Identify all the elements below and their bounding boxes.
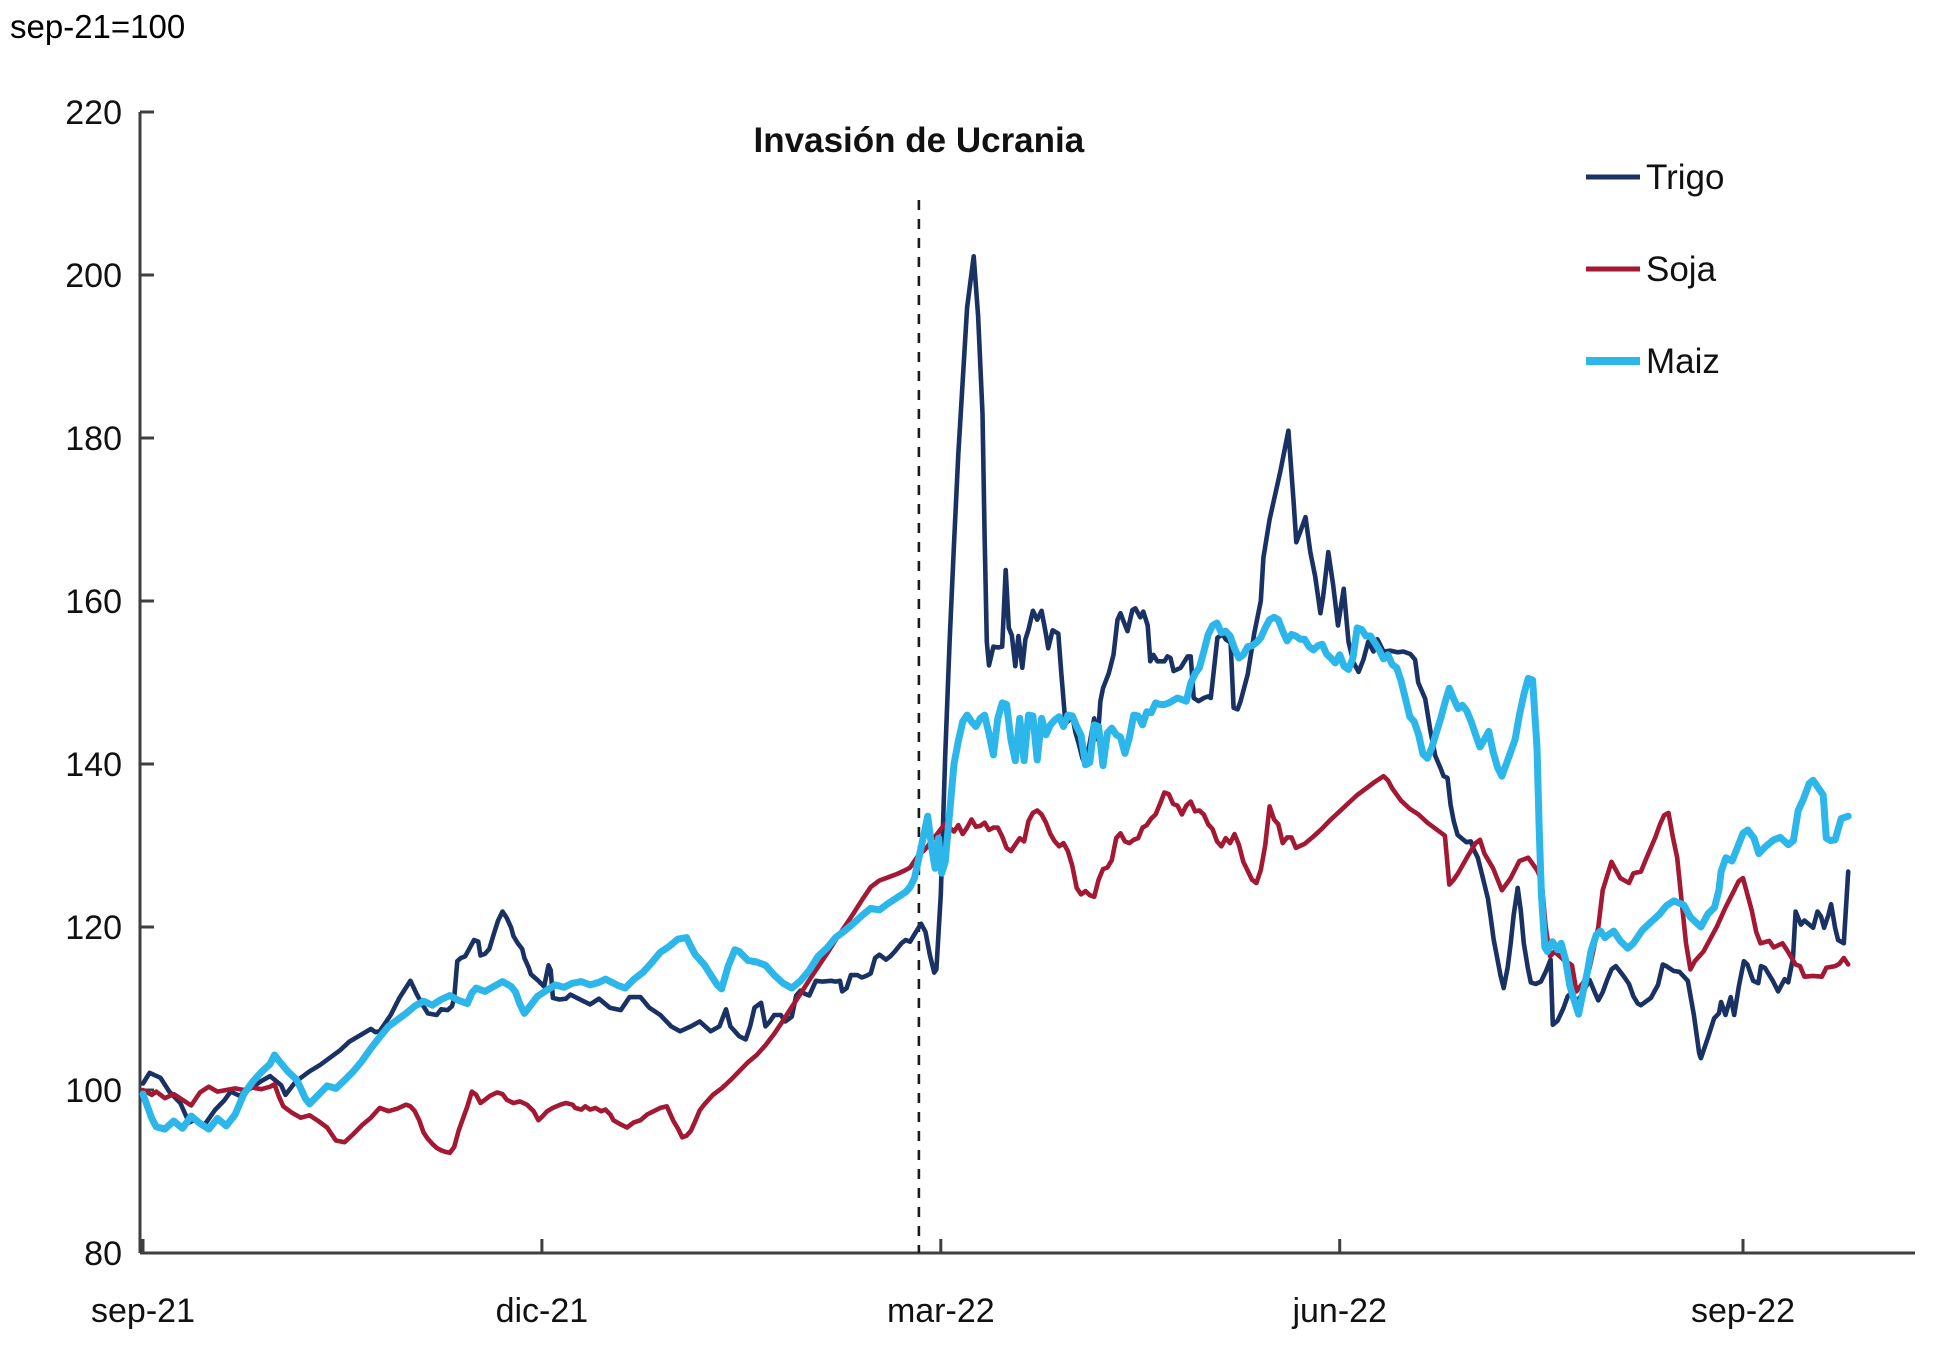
legend-label-soja: Soja	[1646, 250, 1717, 289]
x-tick-label: mar-22	[887, 1292, 995, 1330]
x-tick-label: sep-21	[91, 1292, 195, 1330]
y-tick-label: 120	[65, 909, 122, 947]
axis-unit-label: sep-21=100	[10, 8, 186, 45]
y-tick-label: 200	[65, 257, 122, 295]
y-tick-label: 140	[65, 746, 122, 784]
y-tick-label: 80	[84, 1235, 122, 1273]
y-tick-label: 100	[65, 1072, 122, 1110]
event-annotation: Invasión de Ucrania	[754, 121, 1085, 160]
y-tick-label: 220	[65, 94, 122, 132]
series-line-trigo	[140, 253, 1851, 1128]
y-tick-label: 160	[65, 583, 122, 621]
series-line-maiz	[139, 613, 1852, 1133]
legend-label-trigo: Trigo	[1646, 158, 1724, 197]
x-tick-label: dic-21	[496, 1292, 589, 1330]
x-tick-label: jun-22	[1291, 1292, 1387, 1330]
x-tick-label: sep-22	[1691, 1292, 1795, 1330]
series-line-soja	[140, 773, 1851, 1156]
y-tick-label: 180	[65, 420, 122, 458]
legend-label-maiz: Maiz	[1646, 342, 1720, 381]
